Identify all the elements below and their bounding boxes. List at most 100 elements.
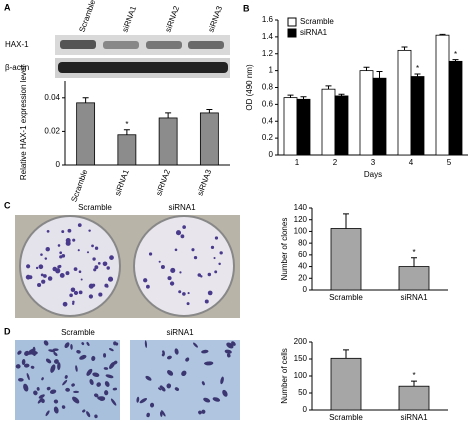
cell — [112, 387, 118, 391]
y-tick-label: 0 — [303, 285, 308, 294]
cell — [97, 396, 105, 401]
colony — [61, 230, 65, 234]
colony — [37, 282, 42, 288]
colony — [180, 234, 185, 239]
cell — [113, 341, 117, 346]
cell — [104, 390, 109, 396]
y-tick-label: 20 — [298, 273, 307, 282]
bar — [330, 357, 362, 411]
colony — [43, 274, 47, 278]
cell — [231, 341, 236, 346]
colony — [106, 266, 110, 270]
y-tick-label: 1.2 — [262, 49, 274, 58]
cell — [110, 398, 117, 406]
error-bar — [300, 96, 307, 100]
colony — [72, 300, 75, 304]
annotation: * — [412, 248, 415, 257]
colony — [72, 238, 76, 242]
colony — [35, 266, 39, 270]
x-tick-label: siRNA3 — [196, 168, 214, 197]
colony — [213, 256, 216, 260]
cell — [29, 350, 38, 355]
error-bar — [363, 66, 370, 71]
cell — [62, 379, 68, 386]
y-axis-label: OD (490 nm) — [245, 64, 254, 111]
error-bar — [325, 85, 332, 90]
colony — [78, 290, 83, 295]
colony — [46, 229, 50, 233]
cell — [193, 342, 198, 348]
cell — [53, 406, 59, 414]
x-tick-label: 3 — [371, 158, 376, 167]
bar — [398, 266, 430, 291]
panel-label: A — [4, 2, 11, 12]
cell — [104, 381, 110, 387]
colony — [178, 290, 182, 294]
colony — [167, 276, 172, 281]
bar — [321, 88, 336, 156]
y-tick-label: 140 — [294, 203, 308, 212]
bar — [372, 77, 387, 156]
cell — [161, 352, 165, 357]
y-tick-label: 0.8 — [262, 83, 274, 92]
colony — [179, 271, 182, 274]
cell — [50, 364, 56, 373]
colony — [182, 292, 186, 296]
y-tick-label: 120 — [294, 215, 308, 224]
colony — [107, 276, 114, 282]
error-bar — [338, 93, 345, 96]
cell — [46, 386, 51, 391]
cell — [45, 358, 52, 364]
cell — [36, 387, 40, 391]
colony — [73, 267, 78, 271]
error-bar — [165, 112, 172, 118]
cell — [71, 383, 75, 387]
cell — [109, 361, 115, 369]
lane-label: Scramble — [77, 0, 97, 33]
cell — [201, 381, 205, 386]
cell — [61, 405, 66, 409]
cells — [15, 340, 236, 419]
cell — [105, 374, 114, 379]
colony — [65, 271, 70, 276]
error-bar — [452, 59, 459, 62]
band — [146, 41, 182, 49]
colony — [78, 270, 82, 274]
y-axis-label: Number of cells — [280, 348, 289, 404]
x-tick-label: 4 — [409, 158, 414, 167]
colony — [143, 278, 148, 283]
cell — [38, 394, 45, 399]
band — [60, 40, 96, 49]
cell — [41, 377, 44, 381]
error-bar — [414, 73, 421, 77]
colony — [88, 294, 94, 299]
colony — [57, 265, 61, 269]
cell — [145, 375, 152, 381]
colony — [73, 290, 79, 296]
cell — [73, 390, 80, 394]
cell — [146, 412, 150, 418]
panel-label: B — [243, 3, 250, 13]
bar — [76, 102, 96, 166]
y-tick-label: 0.02 — [44, 127, 60, 136]
colony — [44, 257, 48, 260]
error-bar — [287, 94, 294, 98]
cell — [136, 396, 140, 403]
cell — [75, 365, 78, 372]
cell — [220, 376, 224, 385]
x-tick-label: siRNA1 — [113, 168, 131, 197]
cell — [23, 383, 29, 392]
y-tick-label: 0 — [269, 150, 274, 159]
cell — [86, 368, 93, 376]
colony — [77, 249, 80, 252]
colony — [65, 238, 71, 243]
error-bar — [123, 129, 130, 135]
x-tick-label: 5 — [447, 158, 452, 167]
colony — [175, 230, 182, 236]
colony — [62, 301, 68, 307]
cell — [57, 362, 61, 371]
cell — [96, 382, 101, 387]
y-tick-label: 1.6 — [262, 15, 274, 24]
cell — [222, 389, 228, 397]
colony — [25, 274, 31, 280]
